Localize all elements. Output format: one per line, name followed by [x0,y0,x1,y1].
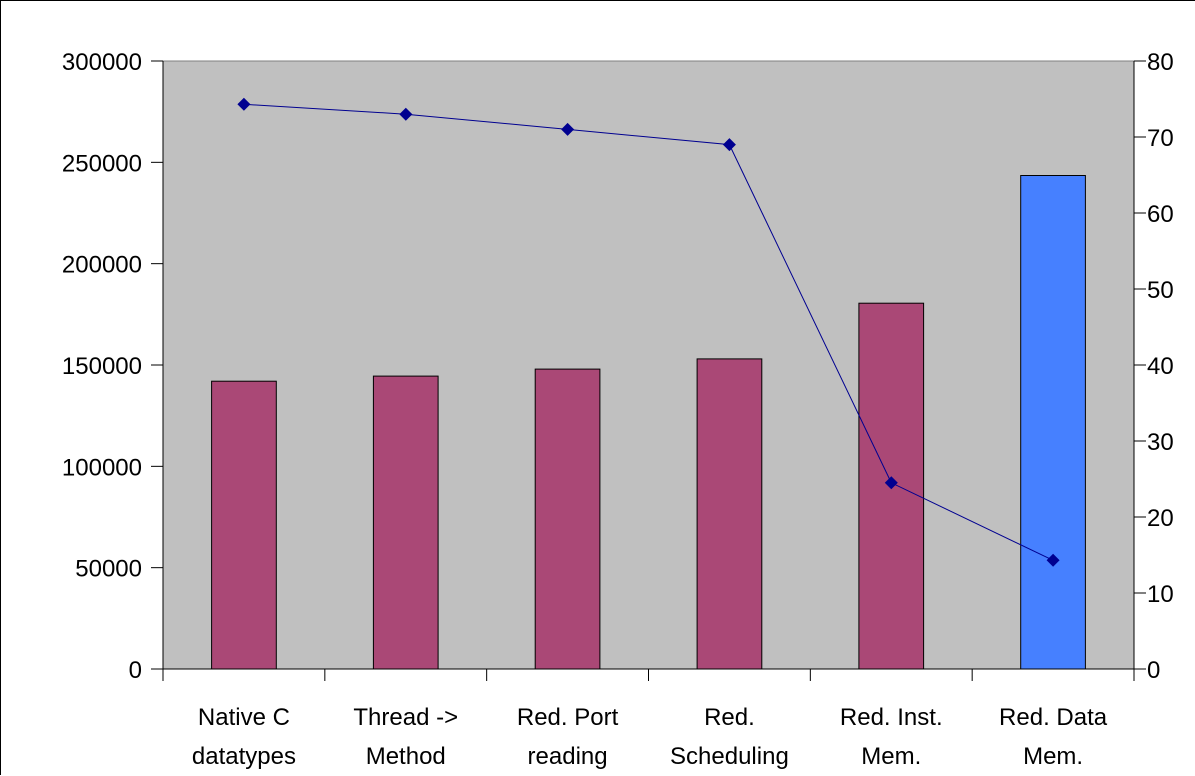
plot-area [162,60,1135,670]
right-tick-label-4: 40 [1147,353,1174,380]
left-tick-label-5: 250000 [62,150,142,177]
line-point-4 [884,476,898,490]
bar-2 [534,368,601,670]
line-series [237,97,1060,567]
left-tick-label-4: 200000 [62,252,142,279]
right-tick-label-6: 60 [1147,201,1174,228]
bar-0 [211,380,277,670]
line-point-0 [237,97,251,111]
bar-3 [696,358,763,670]
left-tick-label-6: 300000 [62,49,142,76]
x-tick-label-5-0: Red. Data [999,704,1108,731]
line-point-5 [1046,553,1060,567]
right-tick-label-5: 50 [1147,277,1174,304]
right-tick-label-7: 70 [1147,125,1174,152]
right-tick-label-2: 20 [1147,505,1174,532]
right-tick-label-1: 10 [1147,581,1174,608]
x-tick-label-3-0: Red. [704,704,755,731]
x-tick-label-4-0: Red. Inst. [840,704,943,731]
x-tick-label-2-0: Red. Port [517,704,619,731]
bar-5 [1020,175,1086,670]
x-tick-label-0-1: datatypes [192,743,296,770]
axis-labels: 0 50000 100000 150000 200000 250000 300000 0 10 2… [62,49,1174,770]
left-tick-label-1: 50000 [75,556,142,583]
x-tick-label-3-1: Scheduling [670,743,789,770]
x-tick-label-5-1: Mem. [1023,743,1083,770]
line-point-1 [399,107,413,121]
x-tick-label-1-1: Method [366,743,446,770]
line-point-3 [722,138,736,152]
left-tick-label-3: 150000 [62,353,142,380]
right-tick-label-0: 0 [1147,657,1160,684]
line-path [243,103,1054,561]
bar-1 [372,375,439,670]
line-point-2 [561,122,575,136]
x-tick-label-4-1: Mem. [861,743,921,770]
left-tick-label-0: 0 [129,657,142,684]
right-tick-label-8: 80 [1147,49,1174,76]
left-tick-label-2: 100000 [62,454,142,481]
x-tick-label-1-0: Thread -> [353,704,458,731]
x-tick-label-2-1: reading [528,743,608,770]
axes [151,60,1146,681]
right-tick-label-3: 30 [1147,429,1174,456]
bar-series [211,175,1086,670]
x-tick-label-0-0: Native C [198,704,290,731]
